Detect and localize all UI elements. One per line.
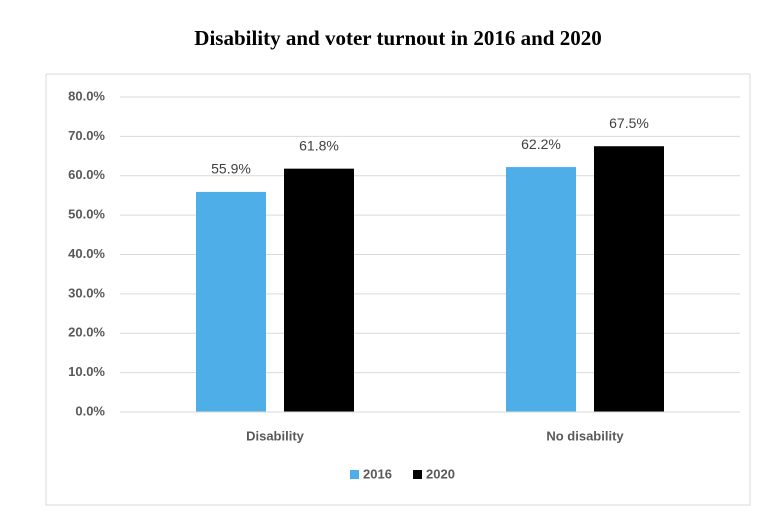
y-tick-label: 50.0% bbox=[68, 207, 105, 222]
bar bbox=[284, 168, 354, 412]
y-tick-label: 0.0% bbox=[75, 403, 105, 418]
x-tick-label: Disability bbox=[246, 428, 305, 443]
y-tick-label: 10.0% bbox=[68, 364, 105, 379]
y-tick-label: 60.0% bbox=[68, 167, 105, 182]
data-label: 61.8% bbox=[299, 137, 339, 153]
data-label: 62.2% bbox=[521, 136, 561, 152]
y-tick-label: 30.0% bbox=[68, 285, 105, 300]
data-label: 55.9% bbox=[211, 161, 251, 177]
bar bbox=[506, 167, 576, 412]
y-tick-label: 40.0% bbox=[68, 246, 105, 261]
data-label: 67.5% bbox=[609, 115, 649, 131]
bar bbox=[594, 146, 664, 412]
legend-label: 2020 bbox=[426, 466, 455, 481]
chart-title: Disability and voter turnout in 2016 and… bbox=[194, 26, 601, 50]
x-tick-label: No disability bbox=[546, 428, 624, 443]
y-tick-label: 80.0% bbox=[68, 88, 105, 103]
bar bbox=[196, 191, 266, 412]
legend-swatch bbox=[350, 470, 359, 479]
legend-label: 2016 bbox=[363, 466, 392, 481]
y-tick-label: 70.0% bbox=[68, 128, 105, 143]
y-tick-label: 20.0% bbox=[68, 325, 105, 340]
legend-swatch bbox=[413, 470, 422, 479]
